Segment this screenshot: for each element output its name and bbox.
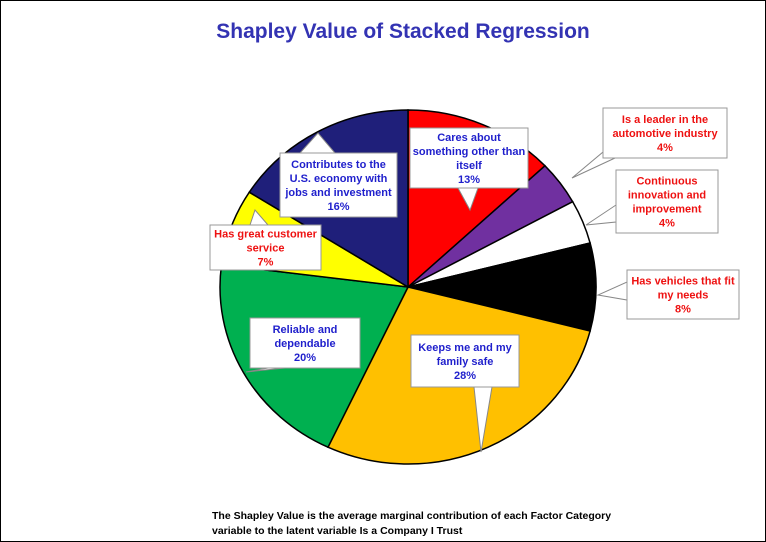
callout-text: Keeps me and my family safe 28%: [418, 342, 512, 382]
callout-box: [279, 152, 398, 218]
callout-0: Cares about something other than itself 13%: [409, 127, 529, 212]
callout-7: Contributes to the U.S. economy with jobs …: [279, 132, 398, 218]
slice-label-line: my needs: [658, 290, 709, 302]
callout-text: Has great customer service 7%: [214, 229, 317, 269]
callout-box: [209, 224, 322, 271]
slice-label-line: family safe: [437, 356, 494, 368]
slice-label-line: automotive industry: [612, 128, 718, 140]
slice-value-label: 8%: [675, 304, 691, 316]
callout-6: Has great customer service 7%: [209, 209, 322, 271]
slice-value-label: 16%: [327, 201, 349, 213]
slice-label-line: Has great customer: [214, 229, 317, 241]
slice-label-line: itself: [456, 160, 482, 172]
callout-pointer: [596, 281, 628, 301]
callout-text: Continuous innovation and improvement 4%: [628, 176, 706, 230]
slice-label-line: dependable: [274, 338, 335, 350]
callout-box: [410, 334, 520, 388]
callout-1: Is a leader in the automotive industry 4%: [571, 107, 728, 179]
slice-value-label: 4%: [659, 218, 675, 230]
callout-3: Has vehicles that fit my needs 8%: [596, 269, 740, 320]
slice-value-label: 4%: [657, 142, 673, 154]
callout-text: Has vehicles that fit my needs 8%: [631, 276, 735, 316]
slice-label-line: Is a leader in the: [622, 114, 708, 126]
slice-value-label: 20%: [294, 352, 316, 364]
callout-box: [602, 107, 728, 159]
slice-label-line: Has vehicles that fit: [631, 276, 735, 288]
callout-2: Continuous innovation and improvement 4%: [585, 169, 719, 234]
slice-label-line: Keeps me and my: [418, 342, 512, 354]
callout-box: [626, 269, 740, 320]
chart-title: Shapley Value of Stacked Regression: [216, 20, 590, 43]
slice-label-line: Reliable and: [273, 324, 338, 336]
callout-pointer: [585, 204, 617, 226]
callout-text: Contributes to the U.S. economy with jobs …: [284, 159, 392, 213]
slice-label-line: innovation and: [628, 190, 706, 202]
slice-label-line: jobs and investment: [284, 187, 392, 199]
callout-text: Is a leader in the automotive industry 4%: [612, 114, 718, 154]
slice-value-label: 13%: [458, 174, 480, 186]
slice-label-line: Contributes to the: [291, 159, 386, 171]
callout-4: Keeps me and my family safe 28%: [410, 334, 520, 453]
callout-box: [615, 169, 719, 234]
callout-text: Reliable and dependable 20%: [273, 324, 338, 364]
footnote: The Shapley Value is the average margina…: [212, 510, 612, 537]
callout-box: [409, 127, 529, 189]
slice-label-line: improvement: [632, 204, 701, 216]
slice-label-line: U.S. economy with: [290, 173, 388, 185]
callout-5: Reliable and dependable 20%: [245, 317, 361, 373]
slice-label-line: Cares about: [437, 132, 501, 144]
slice-label-line: Continuous: [636, 176, 697, 188]
pie-slices: [219, 109, 597, 465]
slice-value-label: 7%: [258, 257, 274, 269]
callout-text: Cares about something other than itself 13%: [413, 132, 526, 186]
callout-box: [249, 317, 361, 369]
slice-label-line: service: [247, 243, 285, 255]
slice-value-label: 28%: [454, 370, 476, 382]
pie-slice-3: [407, 242, 597, 332]
slice-label-line: something other than: [413, 146, 526, 158]
callouts: Cares about something other than itself 13%…: [209, 107, 740, 453]
